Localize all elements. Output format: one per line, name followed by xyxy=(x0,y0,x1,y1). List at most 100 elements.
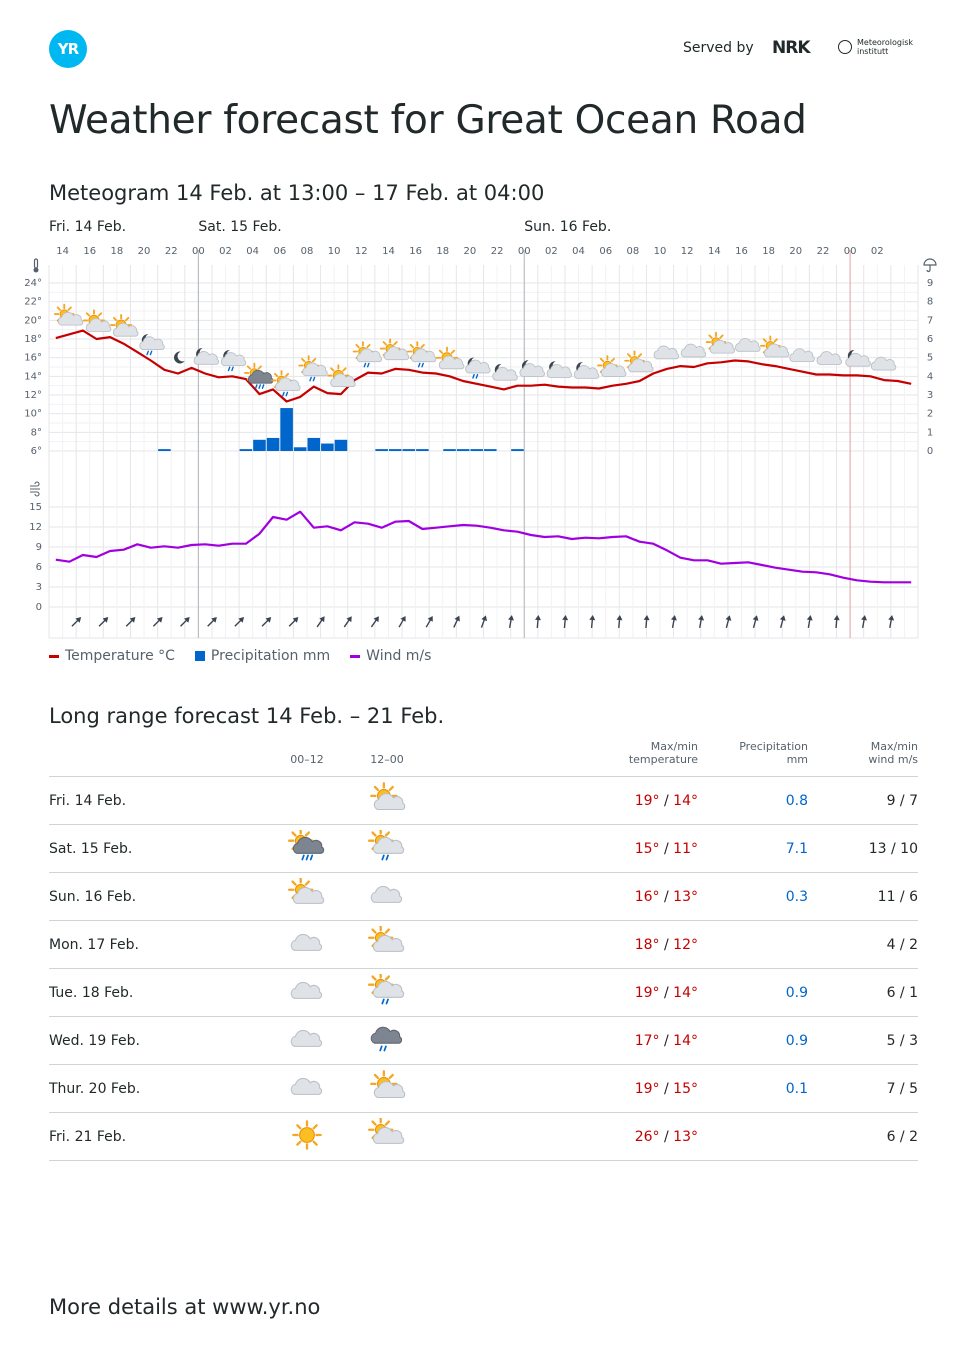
wind-arrow-head xyxy=(129,617,136,623)
more-details-link[interactable]: More details at www.yr.no xyxy=(49,1295,321,1319)
min-temp: 12° xyxy=(673,936,698,953)
forecast-day-label: Thur. 20 Feb. xyxy=(49,1064,267,1113)
wind-arrow-head xyxy=(292,617,299,623)
forecast-temperature: 15° / 11° xyxy=(427,824,698,873)
precip-bar xyxy=(375,449,388,451)
wind-arrow-head xyxy=(616,615,623,621)
wind-arrow-head xyxy=(643,615,650,621)
forecast-row[interactable]: Sat. 15 Feb. 15° / 11° 7.1 13 / 10 xyxy=(49,824,918,873)
met-institute-logo[interactable]: Meteorologisk institutt xyxy=(838,38,913,56)
umbrella-icon xyxy=(923,258,937,273)
header-precipitation-line-1: Precipitation xyxy=(739,740,808,753)
hour-label: 00 xyxy=(192,246,205,257)
weather-symbol-heavy-rain-icon xyxy=(244,362,274,389)
forecast-wind: 9 / 7 xyxy=(808,776,918,825)
wind-arrow-icon xyxy=(752,615,759,628)
wind-arrow-icon xyxy=(861,615,867,629)
hour-label: 12 xyxy=(355,246,368,257)
wind-arrow-icon xyxy=(98,617,109,627)
forecast-row[interactable]: Thur. 20 Feb. 19° / 15° 0.1 7 / 5 xyxy=(49,1064,918,1113)
temp-separator: / xyxy=(659,984,674,1001)
hour-label: 20 xyxy=(464,246,477,257)
forecast-precipitation xyxy=(698,1112,808,1161)
forecast-precipitation: 7.1 xyxy=(698,824,808,873)
forecast-temperature: 19° / 14° xyxy=(427,968,698,1017)
forecast-am-cell xyxy=(267,1064,347,1113)
thermometer-icon xyxy=(33,258,39,273)
wind-arrow-icon xyxy=(833,615,840,629)
wind-arrow-icon xyxy=(207,617,217,627)
heavy-rain-icon xyxy=(287,827,325,860)
wind-arrow-icon xyxy=(888,615,895,629)
forecast-row[interactable]: Mon. 17 Feb. 18° / 12° 4 / 2 xyxy=(49,920,918,969)
wind-arrow-head xyxy=(888,615,895,621)
fair-day-icon xyxy=(370,781,406,810)
temp-tick-label: 20° xyxy=(24,315,42,326)
wind-arrow-head xyxy=(373,616,379,623)
wind-arrow-head xyxy=(508,615,514,621)
forecast-pm-cell xyxy=(347,920,427,969)
hour-label: 02 xyxy=(545,246,558,257)
forecast-am-cell xyxy=(267,1112,347,1161)
wind-arrow-head xyxy=(184,617,190,623)
forecast-row[interactable]: Fri. 21 Feb. 26° / 13° 6 / 2 xyxy=(49,1112,918,1161)
legend-precipitation: Precipitation mm xyxy=(194,648,330,664)
precip-bar xyxy=(456,449,470,451)
wind-arrow-head xyxy=(725,615,732,621)
wind-arrow-head xyxy=(833,615,840,621)
wind-icon xyxy=(30,481,40,497)
hour-label: 12 xyxy=(681,246,694,257)
nrk-logo[interactable]: NRK xyxy=(772,38,810,58)
hour-label: 08 xyxy=(301,246,314,257)
forecast-am-cell xyxy=(267,968,347,1017)
min-temp: 14° xyxy=(673,792,698,809)
umbrella-canopy xyxy=(923,258,937,266)
wind-arrow-icon xyxy=(779,615,786,628)
hour-label: 00 xyxy=(518,246,531,257)
min-temp: 11° xyxy=(673,840,698,857)
forecast-row[interactable]: Tue. 18 Feb. 19° / 14° 0.9 6 / 1 xyxy=(49,968,918,1017)
forecast-day-label: Fri. 14 Feb. xyxy=(49,776,267,825)
wind-arrow-head xyxy=(156,617,163,623)
wind-arrow-head xyxy=(427,615,433,622)
legend-precipitation-swatch xyxy=(194,651,205,661)
forecast-pm-cell xyxy=(347,1016,427,1065)
wind-arrow-icon xyxy=(698,615,705,629)
hour-label: 18 xyxy=(111,246,124,257)
max-temp: 19° xyxy=(634,792,660,809)
wind-arrow-icon xyxy=(125,617,136,627)
hour-label: 06 xyxy=(273,246,286,257)
wind-arrow-head xyxy=(670,615,677,621)
yr-logo[interactable]: YR xyxy=(49,30,87,68)
precip-bar xyxy=(470,449,483,451)
met-circle-icon xyxy=(838,40,852,54)
weather-symbol-partly-cloudy-day-icon xyxy=(597,355,627,377)
forecast-am-cell xyxy=(267,776,347,825)
hour-label: 08 xyxy=(626,246,639,257)
wind-arrow-head xyxy=(861,615,867,621)
forecast-row[interactable]: Wed. 19 Feb. 17° / 14° 0.9 5 / 3 xyxy=(49,1016,918,1065)
temperature-line xyxy=(55,329,912,403)
max-temp: 18° xyxy=(634,936,660,953)
forecast-day-label: Mon. 17 Feb. xyxy=(49,920,267,969)
rain-day-icon xyxy=(367,827,405,860)
forecast-precipitation: 0.9 xyxy=(698,1016,808,1065)
weather-symbol-partly-cloudy-night-icon xyxy=(193,348,220,365)
temp-tick-label: 8° xyxy=(31,427,42,438)
wind-arrow-head xyxy=(265,617,272,623)
legend-temperature-swatch xyxy=(49,654,59,658)
min-temp: 13° xyxy=(673,888,698,905)
forecast-am-cell xyxy=(267,872,347,921)
wind-arrow-icon xyxy=(589,615,596,629)
day-label: Fri. 14 Feb. xyxy=(49,219,126,235)
forecast-row[interactable]: Sun. 16 Feb. 16° / 13° 0.3 11 / 6 xyxy=(49,872,918,921)
precip-bar xyxy=(388,449,402,451)
cloudy-icon xyxy=(290,1077,323,1095)
forecast-day-label: Sun. 16 Feb. xyxy=(49,872,267,921)
wind-tick-label: 12 xyxy=(29,522,42,533)
hour-label: 06 xyxy=(599,246,612,257)
forecast-row[interactable]: Fri. 14 Feb. 19° / 14° 0.8 9 / 7 xyxy=(49,776,918,825)
weather-symbol-cloudy-icon xyxy=(870,356,897,371)
weather-symbol-cloudy-icon xyxy=(789,348,815,363)
weather-symbol-partly-cloudy-day-icon xyxy=(760,335,790,358)
